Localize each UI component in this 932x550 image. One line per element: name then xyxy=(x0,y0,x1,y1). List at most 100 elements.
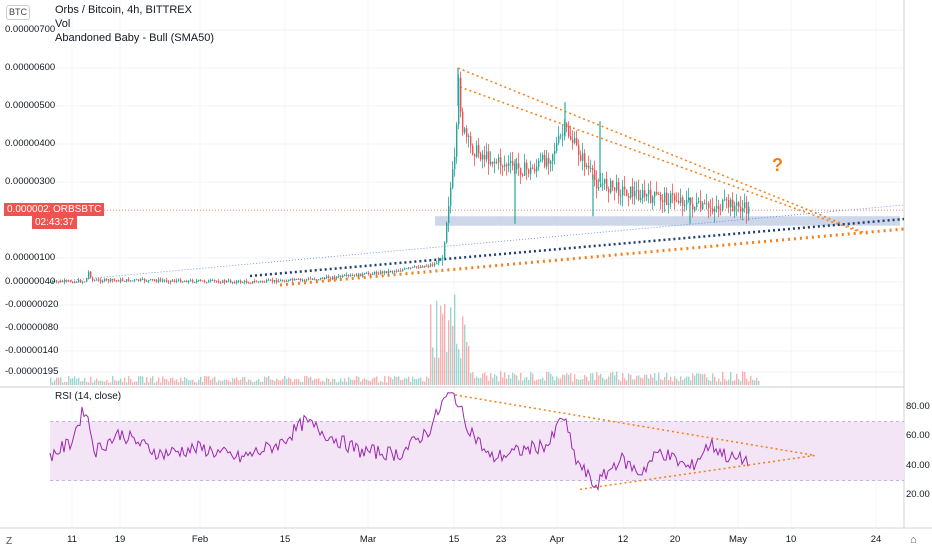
candle-body xyxy=(212,279,214,281)
volume-bar xyxy=(650,374,652,385)
candle-body xyxy=(694,206,696,210)
candle-body xyxy=(62,280,64,282)
volume-bar xyxy=(572,381,574,385)
candle-body xyxy=(508,163,510,167)
candle-body xyxy=(464,128,466,133)
candle-body xyxy=(74,281,76,283)
candle-body xyxy=(372,273,374,275)
candle-body xyxy=(144,278,146,282)
candle-body xyxy=(230,280,232,283)
time-tick-label: 15 xyxy=(279,534,291,545)
volume-bar xyxy=(398,376,400,385)
currency-button[interactable]: BTC xyxy=(6,5,30,20)
volume-bar xyxy=(492,377,494,385)
volume-bar xyxy=(414,378,416,385)
candle-body xyxy=(430,264,432,267)
candle-body xyxy=(642,190,644,199)
volume-bar xyxy=(624,378,626,385)
volume-bar xyxy=(698,373,700,385)
candle-body xyxy=(146,281,148,283)
candle-body xyxy=(236,281,238,284)
candle-body xyxy=(182,281,184,283)
rsi-tick-label: 40.00 xyxy=(906,459,930,471)
time-tick-label: 20 xyxy=(669,534,681,545)
volume-bar xyxy=(336,382,338,385)
volume-bar xyxy=(538,379,540,385)
candle-body xyxy=(556,142,558,151)
candle-body xyxy=(400,270,402,272)
price-tick-label: 0.00000700 xyxy=(5,24,56,35)
volume-bar xyxy=(164,378,166,385)
volume-bar xyxy=(750,375,752,385)
candle-body xyxy=(682,197,684,206)
candle-body xyxy=(64,280,66,282)
candle-body xyxy=(684,204,686,206)
timezone-icon[interactable]: Z xyxy=(6,536,13,547)
question-annotation[interactable]: ? xyxy=(772,155,783,175)
candle-body xyxy=(156,280,158,282)
home-icon[interactable]: ⌂ xyxy=(910,534,917,546)
volume-bar xyxy=(448,320,450,385)
candle-body xyxy=(422,266,424,268)
countdown-badge: 02:43:37 xyxy=(32,216,77,229)
candle-body xyxy=(334,276,336,279)
trendline xyxy=(279,227,905,287)
candle-body xyxy=(138,279,140,281)
volume-bar xyxy=(260,381,262,385)
candle-body xyxy=(662,200,664,203)
candle-body xyxy=(558,135,560,143)
volume-bar xyxy=(82,380,84,385)
candle-body xyxy=(154,279,156,281)
trendlines[interactable] xyxy=(49,67,905,287)
candle-body xyxy=(314,279,316,281)
candle-body xyxy=(72,282,74,284)
volume-bar xyxy=(628,373,630,385)
volume-bar xyxy=(102,381,104,385)
volume-bar xyxy=(484,372,486,385)
volume-bar xyxy=(696,373,698,385)
candle-body xyxy=(742,208,744,212)
volume-bar xyxy=(120,378,122,385)
candle-body xyxy=(384,271,386,274)
volume-bar xyxy=(218,380,220,385)
volume-bar xyxy=(506,378,508,385)
volume-bar xyxy=(554,380,556,385)
candle-body xyxy=(658,193,660,195)
volume-bar xyxy=(274,380,276,385)
candle-body xyxy=(266,279,268,282)
candle-body xyxy=(426,265,428,267)
candle-body xyxy=(358,273,360,277)
candle-body xyxy=(84,281,86,283)
volume-legend: Vol xyxy=(55,18,71,30)
volume-bar xyxy=(136,381,138,385)
candle-body xyxy=(590,168,592,170)
candle-body xyxy=(588,165,590,169)
candle-body xyxy=(610,180,612,193)
volume-bar xyxy=(334,379,336,385)
volume-bar xyxy=(148,382,150,385)
volume-bar xyxy=(496,375,498,385)
candle-body xyxy=(328,276,330,279)
candle-body xyxy=(518,163,520,168)
candle-body xyxy=(398,270,400,272)
candle-body xyxy=(466,128,468,137)
volume-bar xyxy=(606,379,608,385)
candle-body xyxy=(374,272,376,274)
volume-bar xyxy=(252,382,254,385)
candle-body xyxy=(706,203,708,205)
candle-body xyxy=(178,279,180,281)
candle-body xyxy=(458,77,460,125)
candle-body xyxy=(106,278,108,280)
candle-body xyxy=(688,197,690,201)
volume-bar xyxy=(716,381,718,385)
volume-bar xyxy=(58,377,60,385)
volume-bar xyxy=(498,381,500,385)
candle-body xyxy=(576,138,578,145)
volume-bar xyxy=(440,305,442,385)
volume-bar xyxy=(222,380,224,385)
volume-bar xyxy=(328,379,330,385)
support-zone[interactable] xyxy=(50,209,904,226)
volume-bar xyxy=(646,374,648,385)
volume-bar xyxy=(62,382,64,385)
